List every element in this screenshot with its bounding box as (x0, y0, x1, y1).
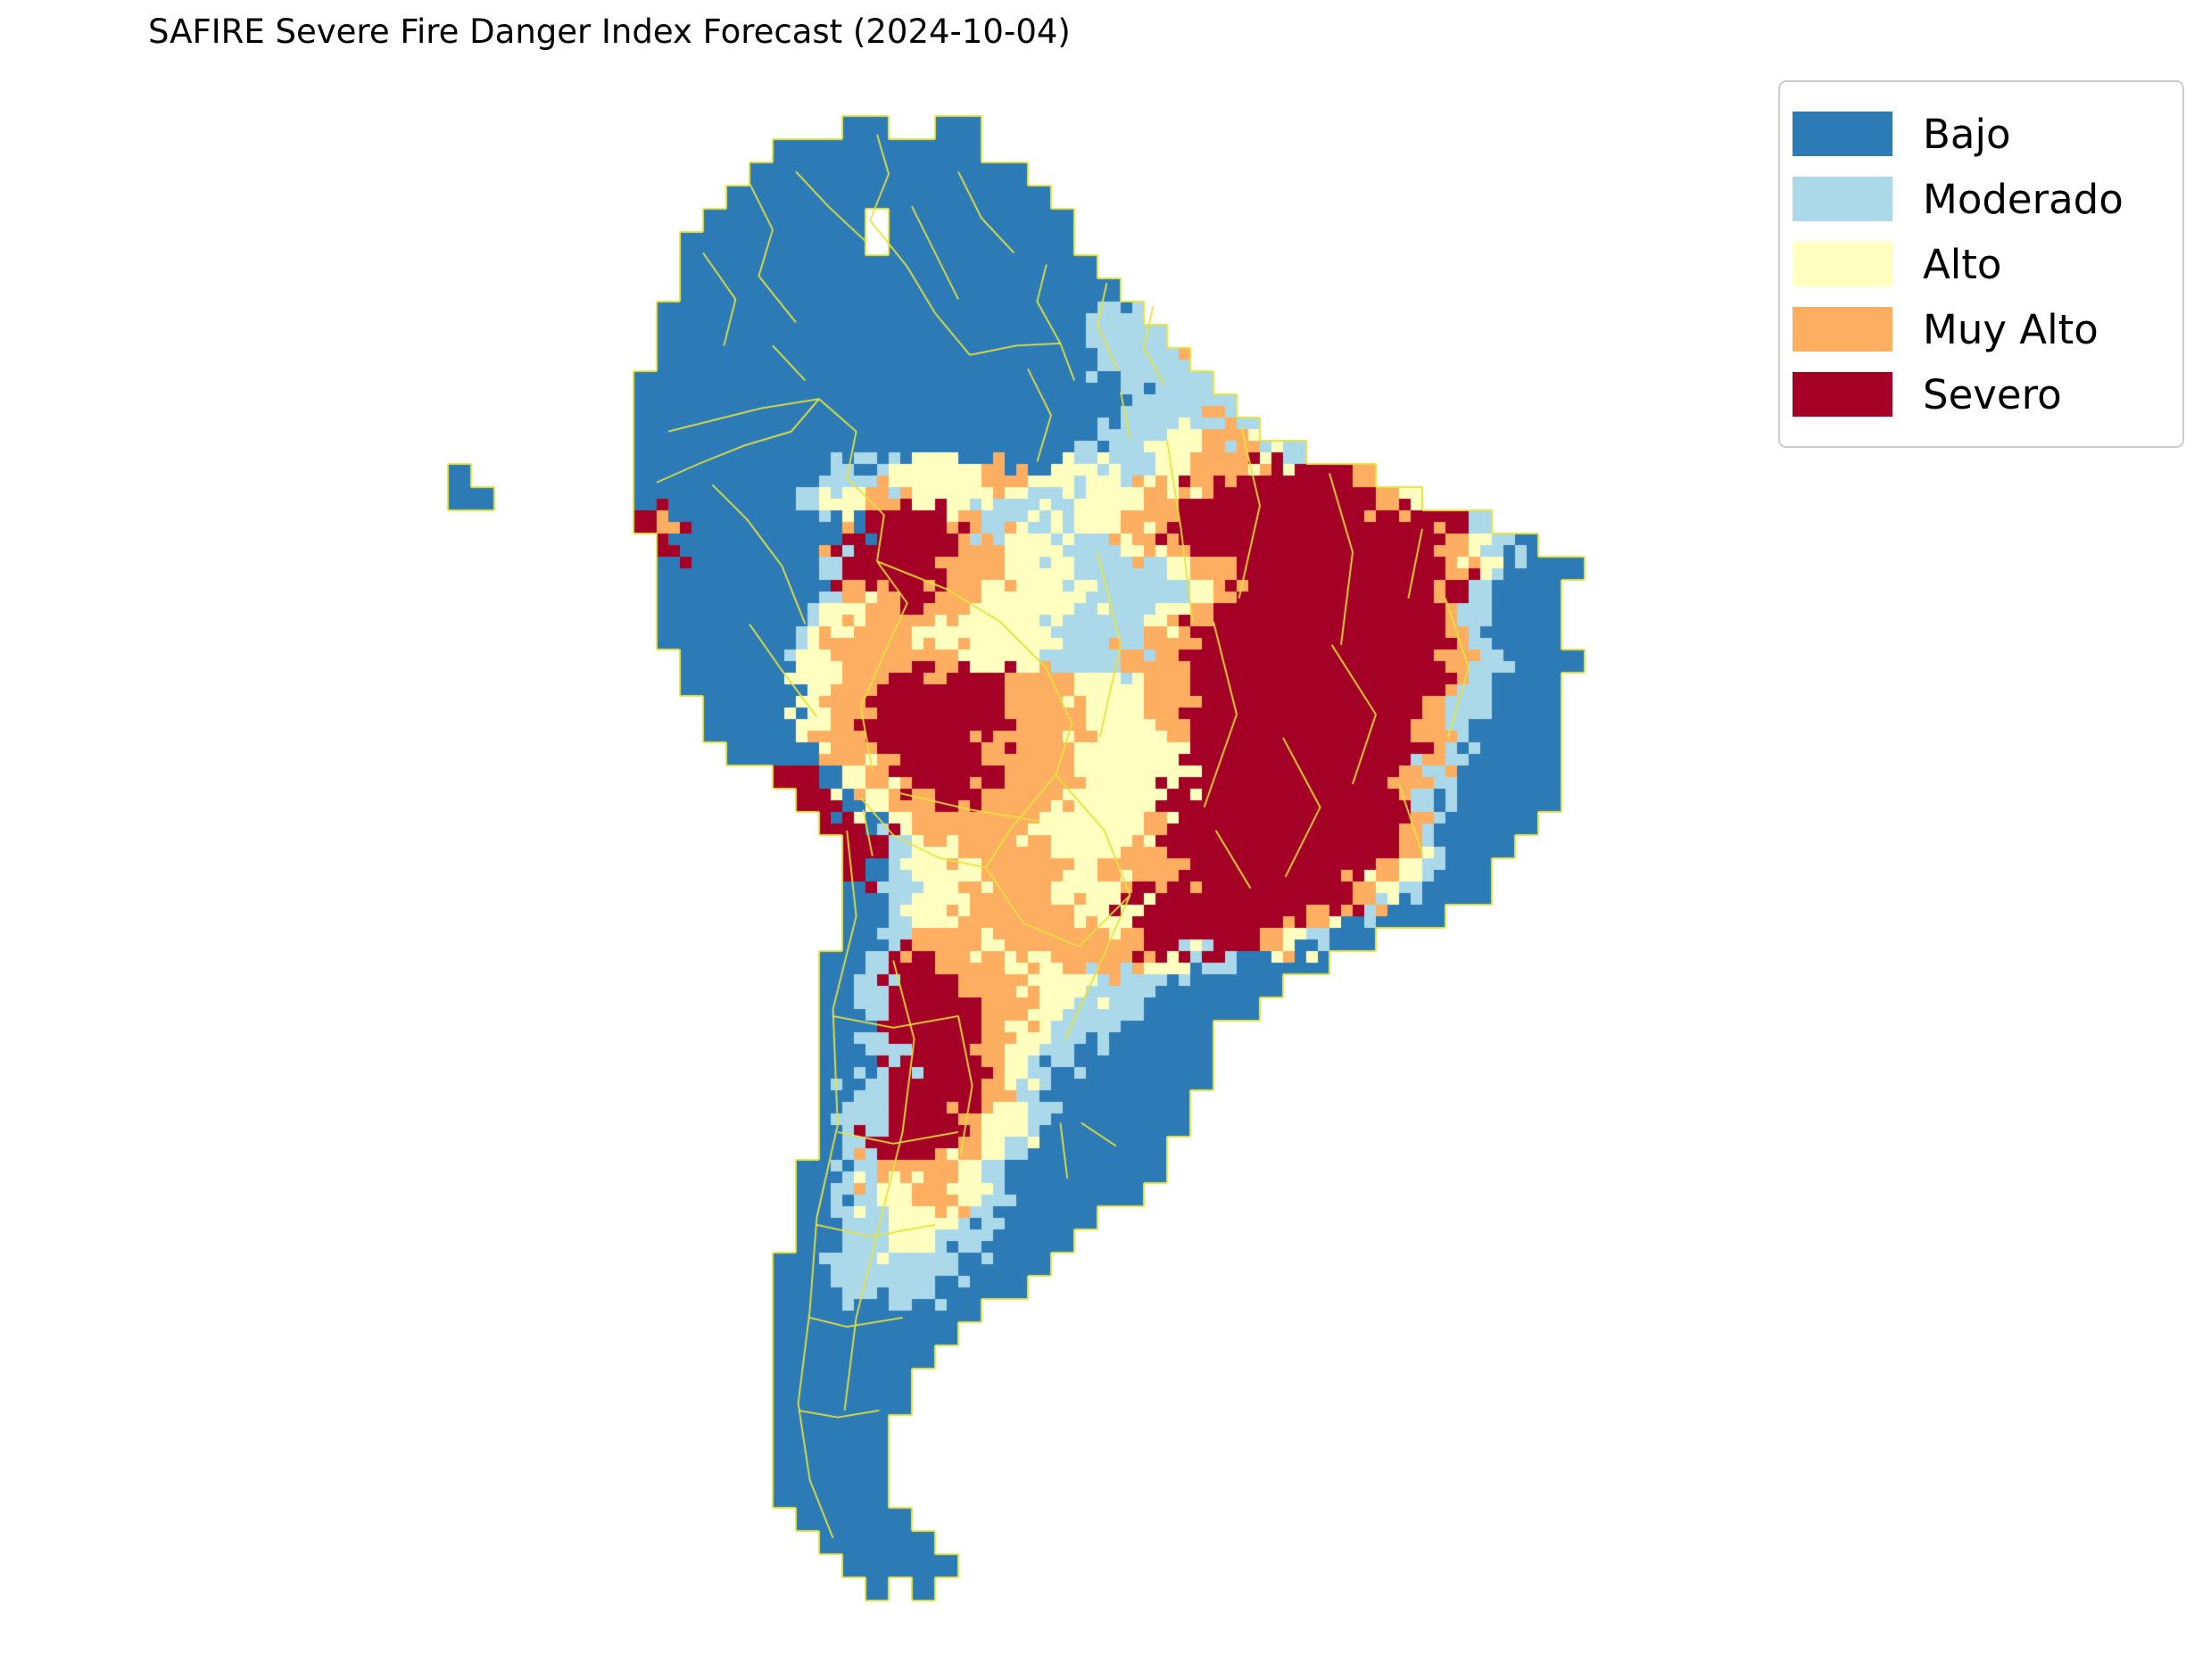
legend-label-bajo: Bajo (1923, 110, 2011, 158)
legend-label-moderado: Moderado (1923, 175, 2124, 223)
legend-item-alto: Alto (1793, 242, 2174, 286)
page-title: SAFIRE Severe Fire Danger Index Forecast… (148, 12, 1071, 51)
legend-label-severo: Severo (1923, 370, 2062, 418)
legend-swatch-alto-icon (1793, 242, 1892, 286)
legend-item-moderado: Moderado (1793, 177, 2174, 221)
legend-label-alto: Alto (1923, 240, 2002, 288)
legend-item-bajo: Bajo (1793, 112, 2174, 156)
legend: Bajo Moderado Alto Muy Alto Severo (1778, 80, 2184, 448)
legend-swatch-moderado-icon (1793, 177, 1892, 221)
legend-item-severo: Severo (1793, 372, 2174, 417)
legend-swatch-severo-icon (1793, 372, 1892, 417)
legend-item-muy-alto: Muy Alto (1793, 307, 2174, 352)
legend-label-muy-alto: Muy Alto (1923, 305, 2099, 353)
legend-swatch-bajo-icon (1793, 112, 1892, 156)
legend-swatch-muy-alto-icon (1793, 307, 1892, 352)
